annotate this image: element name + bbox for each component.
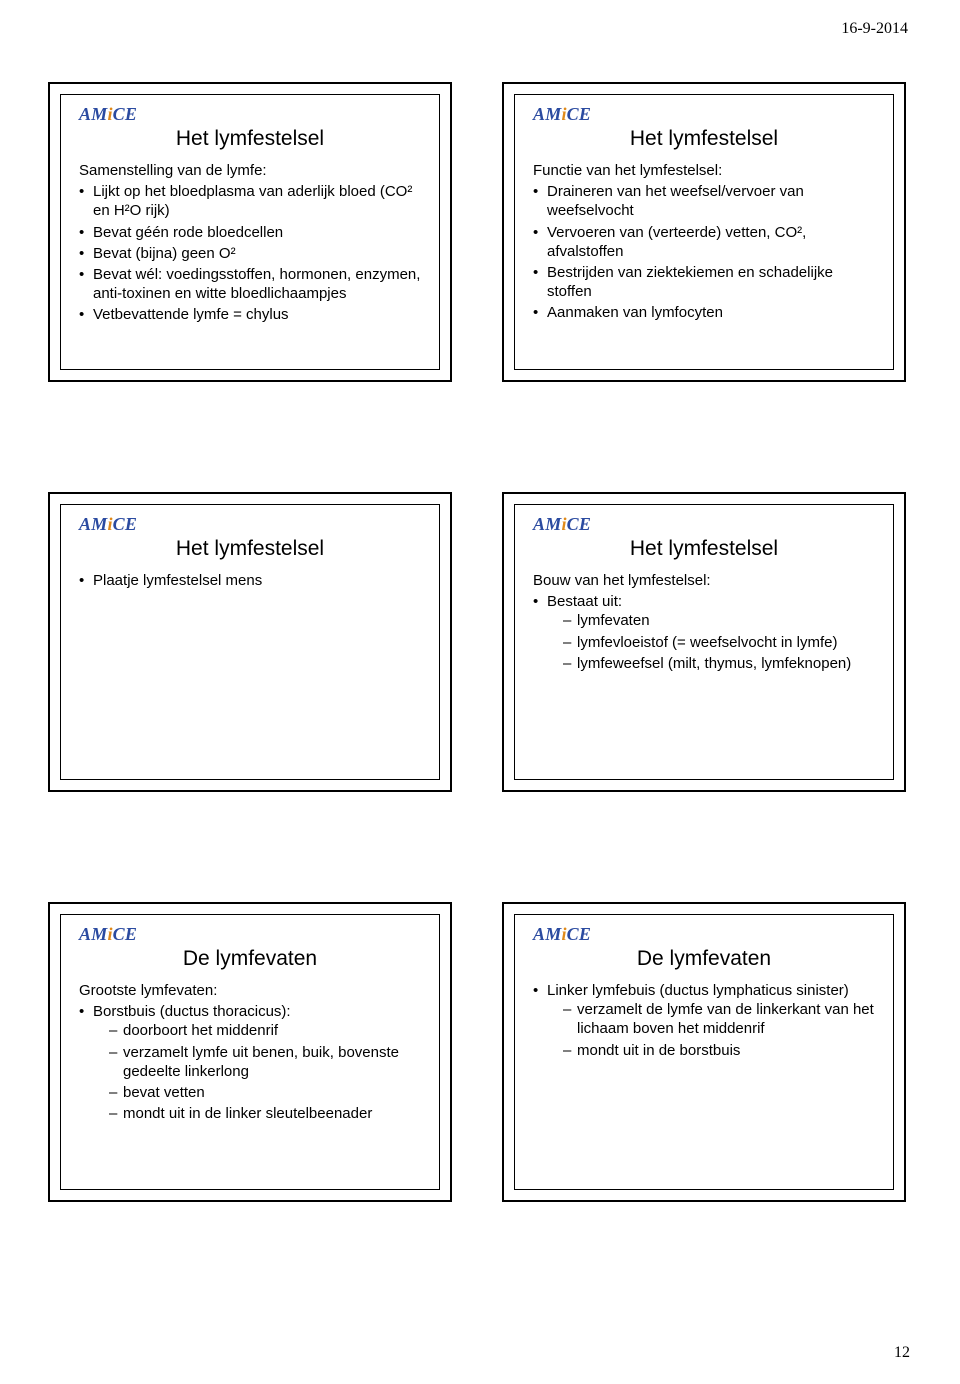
bullet-item: Plaatje lymfestelsel mens — [79, 571, 421, 590]
dash-item: verzamelt de lymfe van de linkerkant van… — [563, 1000, 875, 1038]
bullet-item: Aanmaken van lymfocyten — [533, 303, 875, 322]
logo-text: AMiCE — [533, 104, 591, 125]
bullet-text: Linker lymfebuis (ductus lymphaticus sin… — [547, 982, 849, 999]
slides-grid: AMiCE Het lymfestelsel Samenstelling van… — [48, 82, 912, 1202]
dash-list: lymfevaten lymfevloeistof (= weefselvoch… — [563, 611, 875, 673]
bullet-item: Vetbevattende lymfe = chylus — [79, 305, 421, 324]
page-number: 12 — [894, 1344, 910, 1362]
bullet-list: Borstbuis (ductus thoracicus): doorboort… — [79, 1002, 421, 1123]
dash-list: verzamelt de lymfe van de linkerkant van… — [563, 1000, 875, 1060]
slide-outer-4: AMiCE Het lymfestelsel Bouw van het lymf… — [502, 492, 906, 792]
slide-body: Plaatje lymfestelsel mens — [79, 571, 421, 590]
logo-text: AMiCE — [533, 514, 591, 535]
dash-item: mondt uit in de borstbuis — [563, 1041, 875, 1060]
bullet-item: Bevat (bijna) geen O² — [79, 244, 421, 263]
slide-title: De lymfevaten — [79, 947, 421, 971]
bullet-list: Lijkt op het bloedplasma van aderlijk bl… — [79, 182, 421, 324]
slide-title: Het lymfestelsel — [79, 537, 421, 561]
bullet-item: Vervoeren van (verteerde) vetten, CO², a… — [533, 223, 875, 261]
logo: AMiCE — [533, 103, 875, 125]
bullet-item: Borstbuis (ductus thoracicus): doorboort… — [79, 1002, 421, 1123]
bullet-list: Bestaat uit: lymfevaten lymfevloeistof (… — [533, 592, 875, 673]
bullet-list: Linker lymfebuis (ductus lymphaticus sin… — [533, 981, 875, 1060]
lead-text: Grootste lymfevaten: — [79, 981, 421, 1000]
lead-text: Samenstelling van de lymfe: — [79, 161, 421, 180]
slide-outer-1: AMiCE Het lymfestelsel Samenstelling van… — [48, 82, 452, 382]
dash-item: bevat vetten — [109, 1083, 421, 1102]
slide-body: Linker lymfebuis (ductus lymphaticus sin… — [533, 981, 875, 1060]
dash-item: lymfeweefsel (milt, thymus, lymfeknopen) — [563, 654, 875, 673]
slide-title: Het lymfestelsel — [533, 127, 875, 151]
bullet-item: Bevat géén rode bloedcellen — [79, 223, 421, 242]
logo-text: AMiCE — [79, 514, 137, 535]
slide-outer-3: AMiCE Het lymfestelsel Plaatje lymfestel… — [48, 492, 452, 792]
logo: AMiCE — [533, 513, 875, 535]
logo-text: AMiCE — [79, 924, 137, 945]
slide-inner-4: AMiCE Het lymfestelsel Bouw van het lymf… — [514, 504, 894, 780]
dash-item: mondt uit in de linker sleutelbeenader — [109, 1104, 421, 1123]
logo-text: AMiCE — [79, 104, 137, 125]
logo: AMiCE — [79, 103, 421, 125]
dash-item: lymfevaten — [563, 611, 875, 630]
bullet-item: Lijkt op het bloedplasma van aderlijk bl… — [79, 182, 421, 220]
logo: AMiCE — [79, 513, 421, 535]
bullet-item: Bevat wél: voedingsstoffen, hormonen, en… — [79, 265, 421, 303]
bullet-item: Linker lymfebuis (ductus lymphaticus sin… — [533, 981, 875, 1060]
slide-inner-1: AMiCE Het lymfestelsel Samenstelling van… — [60, 94, 440, 370]
header-date: 16-9-2014 — [841, 20, 908, 38]
slide-outer-5: AMiCE De lymfevaten Grootste lymfevaten:… — [48, 902, 452, 1202]
dash-item: doorboort het middenrif — [109, 1021, 421, 1040]
slide-inner-6: AMiCE De lymfevaten Linker lymfebuis (du… — [514, 914, 894, 1190]
bullet-list: Plaatje lymfestelsel mens — [79, 571, 421, 590]
bullet-item: Bestaat uit: lymfevaten lymfevloeistof (… — [533, 592, 875, 673]
dash-item: lymfevloeistof (= weefselvocht in lymfe) — [563, 633, 875, 652]
slide-outer-2: AMiCE Het lymfestelsel Functie van het l… — [502, 82, 906, 382]
slide-title: De lymfevaten — [533, 947, 875, 971]
logo: AMiCE — [79, 923, 421, 945]
lead-text: Bouw van het lymfestelsel: — [533, 571, 875, 590]
slide-inner-3: AMiCE Het lymfestelsel Plaatje lymfestel… — [60, 504, 440, 780]
bullet-item: Draineren van het weefsel/vervoer van we… — [533, 182, 875, 220]
bullet-item: Bestrijden van ziektekiemen en schadelij… — [533, 263, 875, 301]
lead-text: Functie van het lymfestelsel: — [533, 161, 875, 180]
slide-title: Het lymfestelsel — [79, 127, 421, 151]
slide-body: Grootste lymfevaten: Borstbuis (ductus t… — [79, 981, 421, 1123]
bullet-list: Draineren van het weefsel/vervoer van we… — [533, 182, 875, 322]
slide-inner-5: AMiCE De lymfevaten Grootste lymfevaten:… — [60, 914, 440, 1190]
page: 16-9-2014 AMiCE Het lymfestelsel Samenst… — [0, 0, 960, 1384]
dash-item: verzamelt lymfe uit benen, buik, bovenst… — [109, 1043, 421, 1081]
logo-text: AMiCE — [533, 924, 591, 945]
slide-body: Bouw van het lymfestelsel: Bestaat uit: … — [533, 571, 875, 673]
dash-list: doorboort het middenrif verzamelt lymfe … — [109, 1021, 421, 1123]
logo: AMiCE — [533, 923, 875, 945]
slide-body: Functie van het lymfestelsel: Draineren … — [533, 161, 875, 323]
bullet-text: Borstbuis (ductus thoracicus): — [93, 1003, 291, 1020]
slide-outer-6: AMiCE De lymfevaten Linker lymfebuis (du… — [502, 902, 906, 1202]
slide-title: Het lymfestelsel — [533, 537, 875, 561]
slide-inner-2: AMiCE Het lymfestelsel Functie van het l… — [514, 94, 894, 370]
bullet-text: Bestaat uit: — [547, 593, 622, 610]
slide-body: Samenstelling van de lymfe: Lijkt op het… — [79, 161, 421, 325]
